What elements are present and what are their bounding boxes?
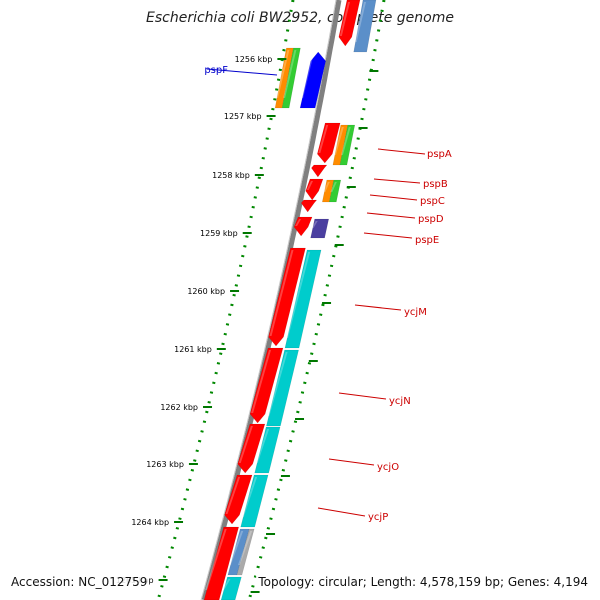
pspf-cog-green [281, 47, 301, 109]
pspa-cog-green [339, 124, 356, 166]
pspf-cds-arrow [299, 51, 326, 109]
ycjm-cds-arrow-shade [269, 250, 294, 336]
tick-label: 1264 kbp [131, 518, 169, 527]
pspf-cog-orange-shade [276, 50, 290, 98]
tick-label: 1256 kbp [235, 55, 273, 64]
gene-label-line-ycjp [317, 507, 366, 517]
ycjn-cog-cyan [266, 349, 299, 427]
gene-label-line-pspb [373, 178, 421, 184]
ycjn-cog-cyan-shade [267, 352, 288, 416]
bottom-cog-gray-shade [237, 531, 253, 565]
tick-label: 1263 kbp [146, 460, 184, 469]
top-cog-block [353, 0, 377, 53]
pspe-cog-purple-shade [311, 221, 318, 228]
top-cds-arrow [338, 0, 361, 47]
ycjp-cds-arrow-shade [225, 477, 241, 514]
bottom-cog-gray [236, 528, 255, 576]
gene-label-line-ycjm [354, 304, 402, 311]
gene-label-ycjp: ycjP [368, 512, 388, 523]
ycjo-cog-cyan-shade [255, 429, 270, 463]
ycjn-cds-arrow-shade [251, 350, 271, 413]
gene-label-pspe: pspE [415, 235, 439, 246]
tick-label: 1257 kbp [224, 112, 262, 121]
ycjp-cds-arrow [224, 474, 253, 525]
ycjm-cds-arrow [268, 247, 306, 347]
pspd-cds-arrow [300, 199, 318, 213]
gene-label-pspd: pspD [418, 214, 444, 225]
tick-label: 1261 kbp [174, 345, 212, 354]
map-title: Escherichia coli BW2952, complete genome [146, 10, 454, 26]
pspa-cog-green-shade [340, 127, 351, 155]
gene-label-ycjn: ycjN [389, 396, 411, 407]
features-layer [203, 0, 377, 600]
gene-label-pspc: pspC [420, 196, 445, 207]
ycjo-cog-cyan [254, 426, 281, 474]
labels-layer: pspF pspA pspB pspC pspD pspE ycjM ycjN ycjO ycjP [204, 65, 452, 523]
pspe-cog-purple [310, 218, 330, 239]
backbone-highlight [200, 0, 337, 600]
ycjp-cog-cyan [240, 474, 269, 528]
pspa-cds-arrow [317, 122, 341, 164]
ycjo-cds-arrow-shade [238, 426, 253, 463]
gene-label-ycjm: ycjM [404, 307, 427, 318]
pspc-cog-green-shade [330, 182, 337, 192]
pspc-cds-arrow [305, 178, 324, 201]
gene-label-line-pspf [206, 68, 278, 76]
pspc-cds-arrow-shade [306, 181, 313, 190]
outer-dotted-ring [247, 0, 386, 600]
inner-dotted-ring [156, 0, 295, 600]
pspa-cds-arrow-shade [318, 125, 329, 153]
ycjn-cds-arrow [249, 347, 284, 424]
gene-label-ycjo: ycjO [377, 462, 399, 473]
bottom-cog-steel-shade [228, 531, 244, 565]
rings-layer [156, 0, 386, 600]
gene-label-line-pspd [366, 212, 416, 219]
gene-label-pspa: pspA [427, 149, 452, 160]
bottom-cds-block [203, 526, 240, 600]
accession-label: Accession: NC_012759 [9, 575, 150, 589]
tick-label: 1262 kbp [160, 403, 198, 412]
gene-label-pspb: pspB [423, 179, 448, 190]
genome-summary: Topology: circular; Length: 4,578,159 bp… [256, 575, 590, 589]
gene-label-line-pspa [377, 148, 426, 155]
pspa-cog-orange-shade [333, 127, 344, 155]
top-cds-arrow-shade [339, 2, 350, 36]
ycjo-cds-arrow [237, 423, 266, 474]
pspb-cds-arrow [311, 164, 328, 178]
pspf-cds-arrow-shade [301, 54, 314, 98]
ycjm-cog-cyan-shade [286, 252, 311, 338]
ycjp-cog-cyan-shade [241, 477, 258, 517]
bottom-cds-block-shade [205, 529, 227, 590]
pspc-cog-orange-shade [323, 182, 330, 192]
gene-label-pspf: pspF [204, 65, 228, 76]
bottom-cog-cyan-shade [222, 579, 231, 590]
pspc-cog-green [328, 179, 342, 203]
pspe-cds-arrow [293, 216, 313, 237]
gene-label-line-pspc [369, 194, 418, 201]
gene-label-line-pspe [363, 232, 413, 239]
ycjm-cog-cyan [284, 249, 322, 349]
bottom-cog-cyan [220, 576, 242, 600]
pspe-cds-arrow-shade [295, 219, 302, 226]
gene-label-line-ycjo [328, 458, 375, 466]
gene-label-line-ycjn [338, 392, 387, 400]
pspf-cog-green-shade [283, 50, 297, 98]
top-cog-block-shade [354, 2, 366, 42]
tick-label: 1259 kbp [200, 229, 238, 238]
tick-label: 1260 kbp [187, 287, 225, 296]
tick-label: 1258 kbp [212, 171, 250, 180]
